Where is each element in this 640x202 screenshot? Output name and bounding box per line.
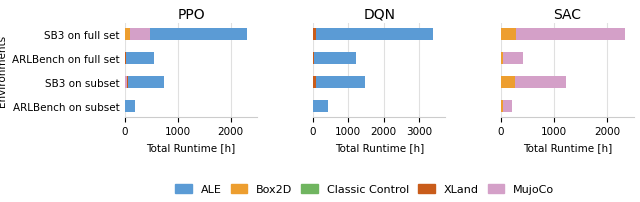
- Bar: [126, 53, 154, 65]
- Bar: [128, 77, 164, 89]
- Bar: [314, 53, 356, 65]
- Bar: [502, 53, 523, 65]
- Bar: [313, 101, 328, 113]
- Bar: [501, 101, 502, 113]
- Bar: [125, 101, 135, 113]
- Title: PPO: PPO: [177, 8, 205, 22]
- Bar: [125, 77, 127, 89]
- Bar: [317, 77, 365, 89]
- Bar: [313, 77, 317, 89]
- X-axis label: Total Runtime [h]: Total Runtime [h]: [147, 142, 236, 152]
- Bar: [313, 53, 314, 65]
- X-axis label: Total Runtime [h]: Total Runtime [h]: [335, 142, 424, 152]
- Title: SAC: SAC: [554, 8, 581, 22]
- Bar: [501, 53, 502, 65]
- Bar: [130, 28, 150, 41]
- Bar: [502, 101, 513, 113]
- Bar: [317, 28, 433, 41]
- Bar: [125, 53, 126, 65]
- X-axis label: Total Runtime [h]: Total Runtime [h]: [523, 142, 612, 152]
- Bar: [127, 77, 128, 89]
- Title: DQN: DQN: [364, 8, 396, 22]
- Bar: [313, 28, 317, 41]
- Bar: [501, 77, 515, 89]
- Bar: [501, 28, 516, 41]
- Bar: [515, 77, 566, 89]
- Legend: ALE, Box2D, Classic Control, XLand, MujoCo: ALE, Box2D, Classic Control, XLand, Mujo…: [171, 179, 559, 199]
- Bar: [150, 28, 246, 41]
- Y-axis label: Environments: Environments: [0, 35, 7, 107]
- Bar: [516, 28, 625, 41]
- Bar: [125, 28, 130, 41]
